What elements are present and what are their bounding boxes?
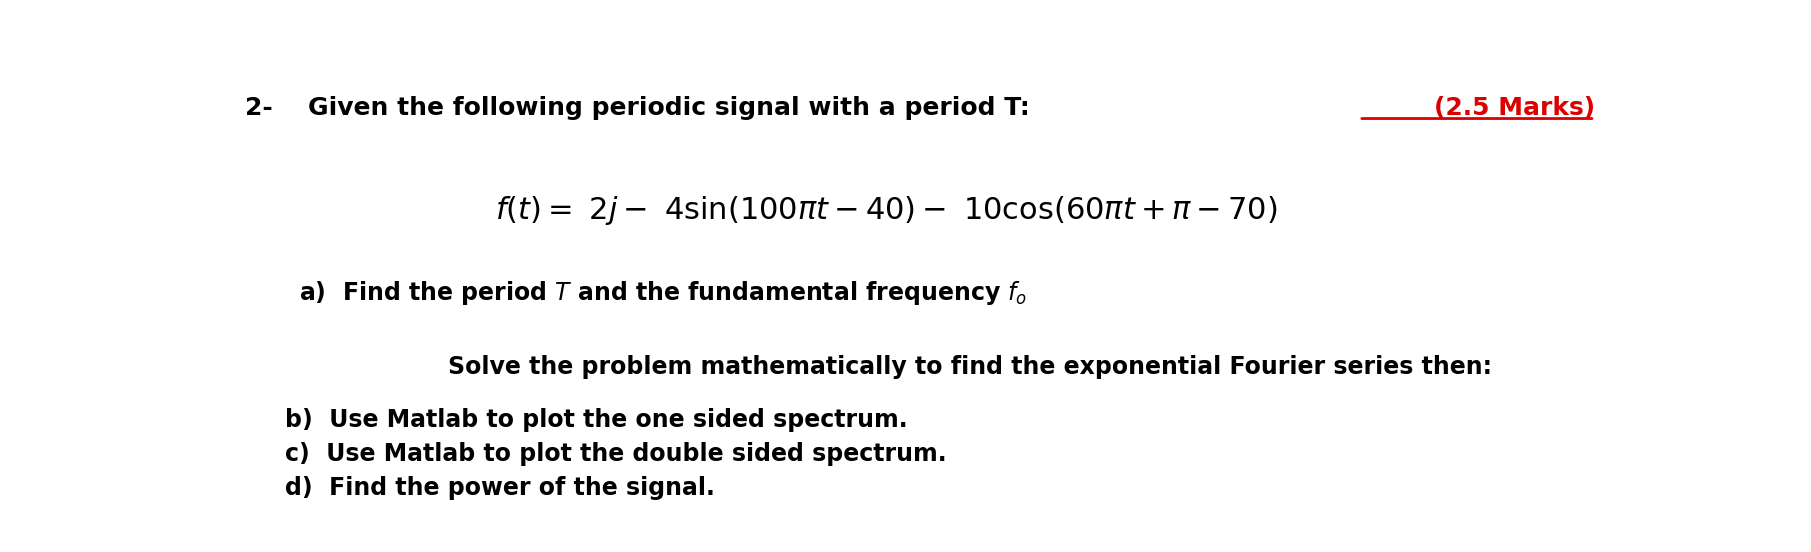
Text: d)  Find the power of the signal.: d) Find the power of the signal. [286,476,715,501]
Text: c)  Use Matlab to plot the double sided spectrum.: c) Use Matlab to plot the double sided s… [286,442,947,466]
Text: (2.5 Marks): (2.5 Marks) [1434,96,1595,120]
Text: Given the following periodic signal with a period T:: Given the following periodic signal with… [308,96,1029,120]
Text: 2-: 2- [244,96,272,120]
Text: a)  Find the period $T$ and the fundamental frequency $f_o$: a) Find the period $T$ and the fundament… [299,279,1027,307]
Text: Solve the problem mathematically to find the exponential Fourier series then:: Solve the problem mathematically to find… [449,355,1492,379]
Text: $f(t) = \ 2j - \ 4\sin(100\pi t - 40) - \ 10\cos(60\pi t + \pi - 70)$: $f(t) = \ 2j - \ 4\sin(100\pi t - 40) - … [494,194,1277,227]
Text: b)  Use Matlab to plot the one sided spectrum.: b) Use Matlab to plot the one sided spec… [286,408,907,432]
